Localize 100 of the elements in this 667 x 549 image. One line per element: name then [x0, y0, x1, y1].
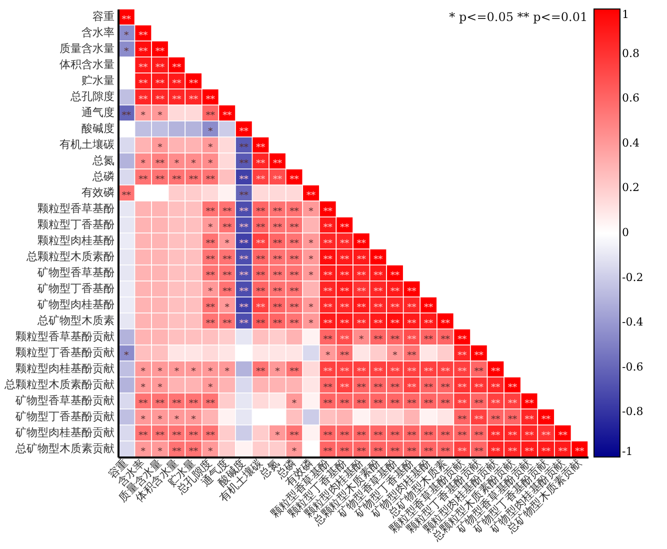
data-label: * [292, 399, 297, 409]
y-tick-label: 颗粒型香草基酚 [38, 202, 114, 215]
data-label: ** [340, 287, 350, 297]
data-label: ** [390, 431, 400, 441]
data-label: ** [272, 271, 282, 281]
data-label: ** [407, 287, 417, 297]
data-label: * [140, 383, 146, 393]
data-label: ** [256, 223, 266, 233]
data-label: ** [138, 63, 148, 73]
data-label: * [275, 431, 280, 441]
y-tick-label: 矿物型肉桂基酚贡献 [14, 426, 114, 439]
y-tick-label: 总矿物型木质素贡献 [14, 442, 114, 455]
data-label: * [292, 447, 297, 457]
y-tick-label: 有机土壤碳 [60, 138, 114, 151]
data-label: ** [508, 383, 518, 393]
data-label: ** [390, 447, 400, 457]
data-label: ** [356, 255, 366, 265]
data-label: ** [206, 399, 216, 409]
y-tick-label: 矿物型香草基酚 [36, 266, 114, 279]
data-label: ** [356, 367, 366, 377]
data-label: ** [256, 303, 266, 313]
data-label: ** [340, 335, 350, 345]
data-label: ** [491, 447, 501, 457]
data-label: * [308, 207, 314, 217]
data-label: ** [206, 111, 216, 121]
data-label: ** [440, 447, 450, 457]
color-bar-label: -0.4 [622, 316, 644, 329]
data-label: * [308, 303, 314, 313]
data-label: ** [122, 191, 132, 201]
data-label: ** [206, 303, 216, 313]
data-label: ** [222, 207, 232, 217]
data-label: ** [424, 383, 434, 393]
data-label: ** [542, 415, 552, 425]
data-label: ** [222, 223, 232, 233]
data-label: ** [206, 239, 216, 249]
data-label: ** [272, 255, 282, 265]
data-label: * [124, 31, 130, 41]
data-label: ** [290, 287, 300, 297]
data-label: ** [407, 319, 417, 329]
annotation: * p<=0.05 ** p<=0.01 [449, 10, 588, 24]
data-label: * [308, 255, 314, 265]
data-label: ** [390, 319, 400, 329]
data-label: ** [458, 383, 468, 393]
y-tick-label: 矿物型丁香基酚贡献 [14, 410, 114, 423]
data-label: ** [290, 255, 300, 265]
color-bar-label: 0.4 [622, 136, 640, 150]
data-label: * [140, 447, 146, 457]
data-label: ** [374, 367, 384, 377]
color-bar-label: 0.6 [622, 92, 640, 105]
data-label: ** [340, 239, 350, 249]
data-label: * [158, 111, 163, 121]
data-label: ** [290, 207, 300, 217]
data-label: ** [524, 447, 534, 457]
data-label: ** [374, 399, 384, 409]
data-label: ** [290, 319, 300, 329]
data-label: ** [340, 383, 350, 393]
data-label: ** [222, 319, 232, 329]
y-tick-label: 总颗粒型木质素酚贡献 [4, 378, 114, 391]
data-label: ** [407, 399, 417, 409]
data-label: ** [524, 431, 534, 441]
data-label: ** [239, 239, 249, 249]
data-label: ** [239, 303, 249, 313]
data-label: ** [290, 223, 300, 233]
y-tick-label: 总矿物型木质素 [36, 314, 114, 327]
data-label: ** [407, 367, 417, 377]
data-label: ** [323, 399, 333, 409]
data-label: ** [374, 383, 384, 393]
data-label: ** [374, 335, 384, 345]
data-label: ** [474, 447, 484, 457]
data-label: ** [172, 175, 182, 185]
data-label: ** [440, 319, 450, 329]
data-label: ** [340, 223, 350, 233]
data-label: ** [340, 447, 350, 457]
data-label: * [208, 127, 214, 137]
data-label: ** [290, 239, 300, 249]
data-label: ** [508, 399, 518, 409]
data-label: ** [356, 287, 366, 297]
data-label: * [191, 159, 196, 169]
data-label: * [208, 143, 214, 153]
data-label: ** [558, 447, 568, 457]
data-label: ** [256, 319, 266, 329]
data-label: ** [440, 399, 450, 409]
data-label: ** [340, 431, 350, 441]
data-label: ** [306, 191, 316, 201]
y-tick-label: 矿物型丁香基酚 [36, 282, 114, 295]
data-label: ** [323, 383, 333, 393]
y-tick-label: 贮水量 [82, 74, 114, 87]
data-label: ** [272, 223, 282, 233]
data-label: ** [407, 335, 417, 345]
data-label: ** [155, 431, 165, 441]
data-label: ** [474, 383, 484, 393]
y-tick-label: 含水率 [82, 26, 114, 39]
data-label: ** [440, 431, 450, 441]
data-label: ** [138, 175, 148, 185]
data-label: ** [256, 159, 266, 169]
data-label: * [208, 223, 214, 233]
data-label: * [140, 415, 146, 425]
data-label: ** [155, 95, 165, 105]
data-label: ** [189, 95, 199, 105]
data-label: ** [256, 239, 266, 249]
